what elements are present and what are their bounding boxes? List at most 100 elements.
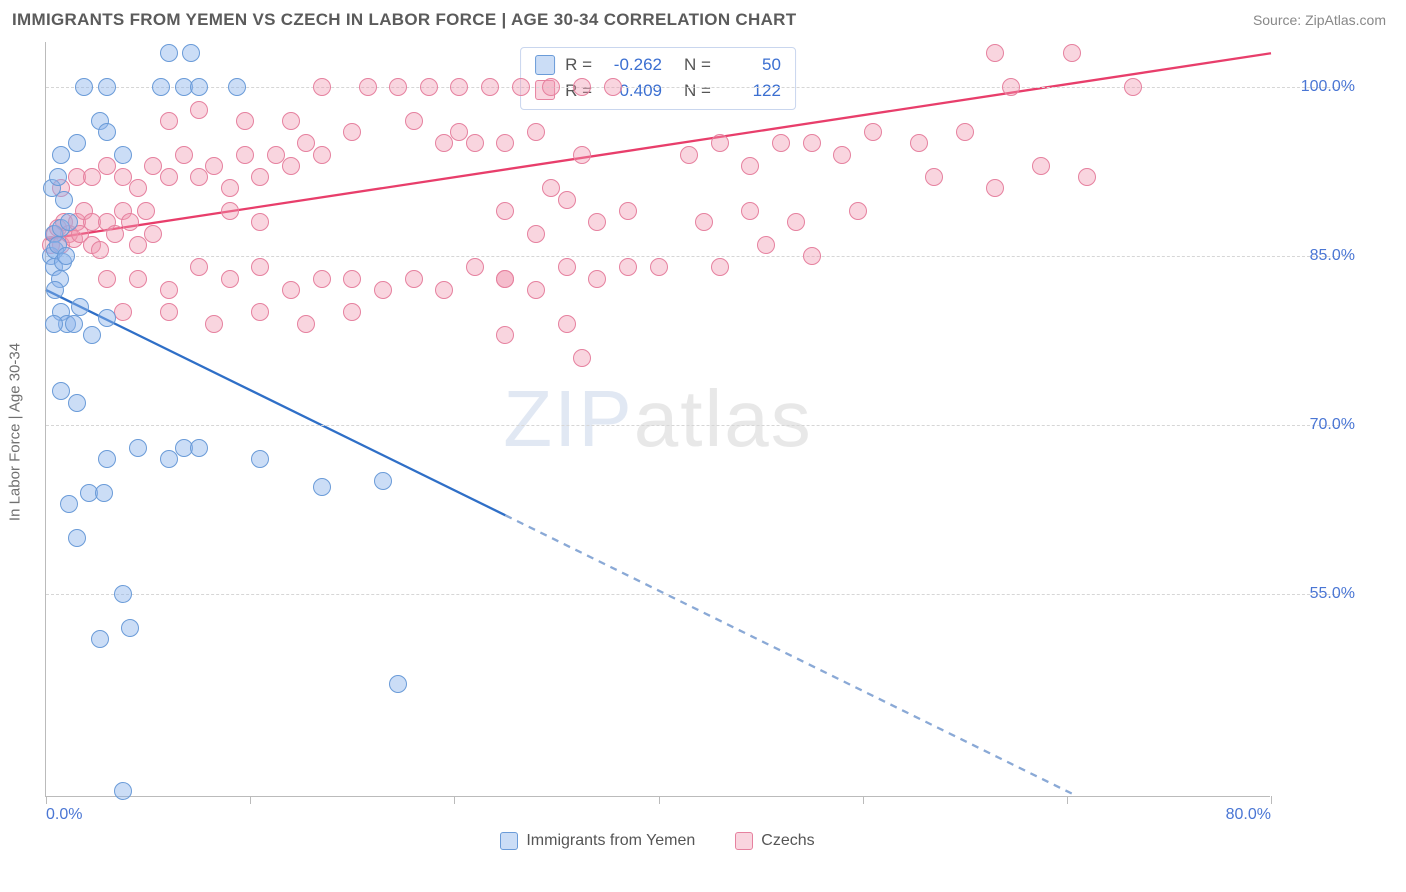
scatter-point-pink [160, 303, 178, 321]
y-tick-label: 85.0% [1277, 247, 1355, 265]
scatter-point-pink [205, 157, 223, 175]
scatter-point-pink [251, 168, 269, 186]
scatter-point-pink [956, 123, 974, 141]
scatter-point-pink [1032, 157, 1050, 175]
swatch-blue [535, 55, 555, 75]
scatter-point-pink [833, 146, 851, 164]
scatter-point-pink [83, 168, 101, 186]
y-tick-label: 100.0% [1277, 78, 1355, 96]
scatter-point-blue [129, 439, 147, 457]
scatter-point-pink [695, 213, 713, 231]
scatter-point-pink [542, 78, 560, 96]
scatter-point-blue [68, 394, 86, 412]
scatter-point-pink [481, 78, 499, 96]
scatter-point-pink [129, 236, 147, 254]
legend-item-pink: Czechs [735, 832, 814, 850]
scatter-point-pink [573, 349, 591, 367]
chart-title: IMMIGRANTS FROM YEMEN VS CZECH IN LABOR … [12, 10, 796, 30]
scatter-point-pink [711, 258, 729, 276]
scatter-point-pink [787, 213, 805, 231]
scatter-point-pink [106, 225, 124, 243]
gridline [46, 256, 1350, 257]
scatter-point-pink [986, 179, 1004, 197]
scatter-point-pink [496, 270, 514, 288]
scatter-point-pink [405, 270, 423, 288]
scatter-point-blue [71, 298, 89, 316]
scatter-point-pink [588, 213, 606, 231]
scatter-point-pink [435, 134, 453, 152]
scatter-point-blue [152, 78, 170, 96]
scatter-point-pink [986, 44, 1004, 62]
scatter-point-pink [205, 315, 223, 333]
scatter-point-pink [313, 78, 331, 96]
stat-n-pink: 122 [721, 78, 781, 104]
scatter-point-pink [282, 157, 300, 175]
scatter-point-pink [680, 146, 698, 164]
scatter-point-pink [772, 134, 790, 152]
x-tick [659, 796, 660, 804]
scatter-point-pink [114, 303, 132, 321]
scatter-point-pink [251, 303, 269, 321]
scatter-point-blue [374, 472, 392, 490]
scatter-point-pink [558, 315, 576, 333]
scatter-point-pink [91, 241, 109, 259]
scatter-point-blue [313, 478, 331, 496]
scatter-point-pink [359, 78, 377, 96]
scatter-point-pink [282, 112, 300, 130]
scatter-point-pink [711, 134, 729, 152]
chart-container: In Labor Force | Age 30-34 ZIPatlas R = … [45, 42, 1355, 822]
scatter-point-blue [95, 484, 113, 502]
scatter-point-blue [121, 619, 139, 637]
legend-label-blue: Immigrants from Yemen [526, 832, 695, 850]
gridline [46, 594, 1350, 595]
scatter-point-blue [68, 529, 86, 547]
gridline [46, 425, 1350, 426]
scatter-point-blue [55, 191, 73, 209]
scatter-point-pink [864, 123, 882, 141]
scatter-point-pink [313, 270, 331, 288]
scatter-point-pink [573, 78, 591, 96]
scatter-point-blue [46, 281, 64, 299]
scatter-point-pink [527, 123, 545, 141]
scatter-point-blue [190, 78, 208, 96]
scatter-point-pink [236, 112, 254, 130]
scatter-point-pink [405, 112, 423, 130]
scatter-point-blue [45, 315, 63, 333]
scatter-point-pink [1063, 44, 1081, 62]
scatter-point-pink [849, 202, 867, 220]
scatter-point-blue [190, 439, 208, 457]
scatter-point-pink [175, 146, 193, 164]
scatter-point-pink [221, 179, 239, 197]
legend-swatch-blue [500, 832, 518, 850]
scatter-point-pink [573, 146, 591, 164]
scatter-point-blue [114, 585, 132, 603]
scatter-point-pink [190, 258, 208, 276]
scatter-point-pink [313, 146, 331, 164]
scatter-point-blue [160, 450, 178, 468]
scatter-point-pink [496, 202, 514, 220]
scatter-point-blue [60, 495, 78, 513]
stat-n-label: N = [684, 78, 711, 104]
scatter-point-blue [251, 450, 269, 468]
scatter-point-pink [925, 168, 943, 186]
stats-row-pink: R = 0.409 N = 122 [535, 78, 781, 104]
x-tick [1271, 796, 1272, 804]
scatter-point-pink [251, 213, 269, 231]
scatter-point-pink [619, 202, 637, 220]
scatter-point-pink [129, 270, 147, 288]
x-tick-label: 0.0% [46, 806, 82, 824]
scatter-point-pink [389, 78, 407, 96]
scatter-point-pink [588, 270, 606, 288]
scatter-point-blue [114, 782, 132, 800]
source-attribution: Source: ZipAtlas.com [1253, 12, 1386, 28]
y-tick-label: 55.0% [1277, 585, 1355, 603]
scatter-point-blue [98, 78, 116, 96]
scatter-point-blue [65, 315, 83, 333]
scatter-point-pink [420, 78, 438, 96]
stat-n-blue: 50 [721, 52, 781, 78]
scatter-point-blue [228, 78, 246, 96]
scatter-point-blue [160, 44, 178, 62]
scatter-point-pink [221, 202, 239, 220]
scatter-point-blue [52, 146, 70, 164]
x-tick [46, 796, 47, 804]
